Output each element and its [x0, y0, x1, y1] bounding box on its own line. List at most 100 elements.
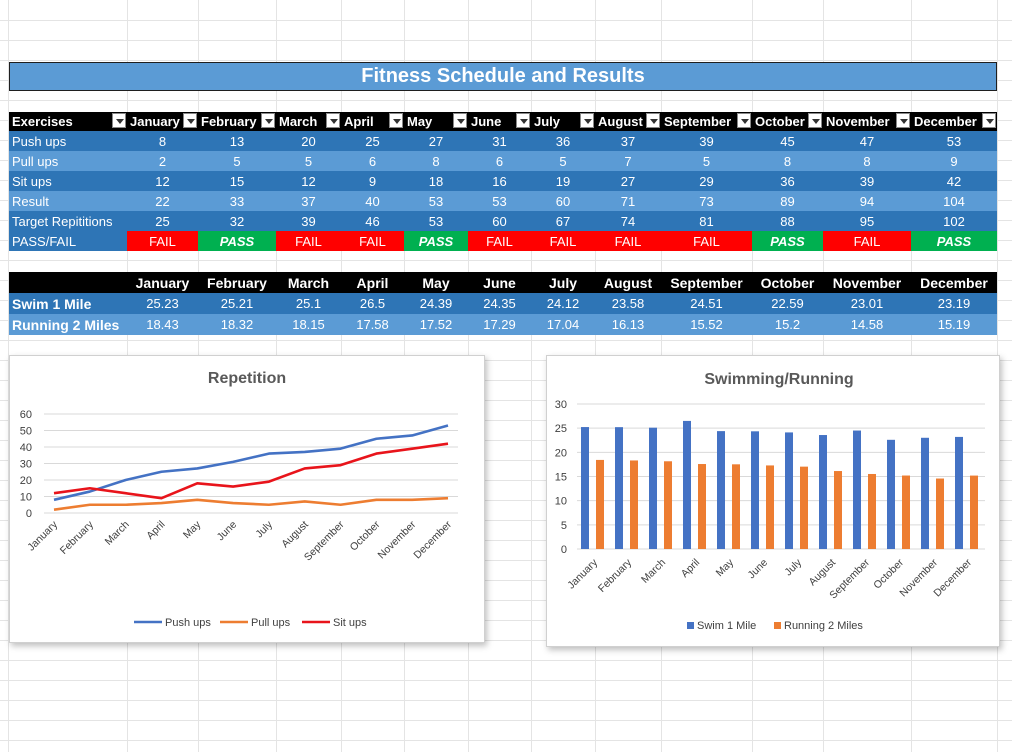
filter-dropdown-icon[interactable] [808, 113, 822, 128]
table-cell[interactable]: 24.39 [404, 293, 468, 314]
bar-running-2-miles[interactable] [936, 478, 944, 549]
bar-swim-1-mile[interactable] [581, 427, 589, 549]
bar-swim-1-mile[interactable] [853, 430, 861, 549]
bar-swim-1-mile[interactable] [819, 435, 827, 549]
table-cell[interactable]: 53 [404, 191, 468, 211]
status-cell[interactable]: FAIL [531, 231, 595, 251]
table-cell[interactable]: 15.52 [661, 314, 752, 335]
row-label[interactable]: Pull ups [9, 151, 127, 171]
table-cell[interactable]: 5 [531, 151, 595, 171]
table-cell[interactable]: 8 [823, 151, 911, 171]
table-cell[interactable]: 5 [661, 151, 752, 171]
swimming-running-chart[interactable]: Swimming/Running 0 5 10 15 20 25 30 January Febru… [546, 355, 1000, 647]
filter-dropdown-icon[interactable] [982, 113, 996, 128]
table-cell[interactable]: 18.32 [198, 314, 276, 335]
row-label[interactable]: Target Repititions [9, 211, 127, 231]
table-cell[interactable]: 12 [276, 171, 341, 191]
table-cell[interactable]: 104 [911, 191, 997, 211]
col-header-march[interactable]: March [276, 272, 341, 293]
table-cell[interactable]: 9 [341, 171, 404, 191]
table-cell[interactable]: 24.12 [531, 293, 595, 314]
table-cell[interactable]: 23.19 [911, 293, 997, 314]
table-cell[interactable]: 23.01 [823, 293, 911, 314]
table-cell[interactable]: 53 [911, 131, 997, 151]
col-header-september[interactable]: September [661, 112, 752, 131]
bar-running-2-miles[interactable] [868, 473, 876, 549]
table-cell[interactable]: 73 [661, 191, 752, 211]
table-cell[interactable]: 12 [127, 171, 198, 191]
col-header-april[interactable]: April [341, 272, 404, 293]
filter-dropdown-icon[interactable] [261, 113, 275, 128]
table-cell[interactable]: 27 [404, 131, 468, 151]
table-cell[interactable]: 14.58 [823, 314, 911, 335]
bar-running-2-miles[interactable] [766, 465, 774, 549]
status-cell[interactable]: PASS [752, 231, 823, 251]
row-label[interactable]: PASS/FAIL [9, 231, 127, 251]
table-cell[interactable]: 60 [468, 211, 531, 231]
status-cell[interactable]: PASS [404, 231, 468, 251]
table-cell[interactable]: 46 [341, 211, 404, 231]
table-cell[interactable]: 25.23 [127, 293, 198, 314]
empty-header-cell[interactable] [9, 272, 127, 293]
filter-dropdown-icon[interactable] [580, 113, 594, 128]
table-cell[interactable]: 18.15 [276, 314, 341, 335]
col-header-july[interactable]: July [531, 112, 595, 131]
table-cell[interactable]: 8 [752, 151, 823, 171]
bar-swim-1-mile[interactable] [717, 431, 725, 549]
table-cell[interactable]: 53 [468, 191, 531, 211]
col-header-may[interactable]: May [404, 272, 468, 293]
bar-swim-1-mile[interactable] [955, 436, 963, 549]
table-cell[interactable]: 25 [341, 131, 404, 151]
filter-dropdown-icon[interactable] [737, 113, 751, 128]
bar-swim-1-mile[interactable] [649, 427, 657, 549]
table-cell[interactable]: 39 [823, 171, 911, 191]
series-line-pull-ups[interactable] [53, 496, 449, 511]
bar-running-2-miles[interactable] [902, 475, 910, 549]
status-cell[interactable]: PASS [911, 231, 997, 251]
table-cell[interactable]: 22 [127, 191, 198, 211]
row-label[interactable]: Sit ups [9, 171, 127, 191]
table-cell[interactable]: 9 [911, 151, 997, 171]
col-header-june[interactable]: June [468, 272, 531, 293]
table-cell[interactable]: 18.43 [127, 314, 198, 335]
table-cell[interactable]: 74 [595, 211, 661, 231]
row-label[interactable]: Swim 1 Mile [9, 293, 127, 314]
col-header-february[interactable]: February [198, 272, 276, 293]
table-cell[interactable]: 36 [531, 131, 595, 151]
table-cell[interactable]: 33 [198, 191, 276, 211]
col-header-august[interactable]: August [595, 272, 661, 293]
filter-dropdown-icon[interactable] [896, 113, 910, 128]
col-header-december[interactable]: December [911, 112, 997, 131]
table-cell[interactable]: 27 [595, 171, 661, 191]
status-cell[interactable]: FAIL [468, 231, 531, 251]
bar-running-2-miles[interactable] [800, 466, 808, 549]
table-cell[interactable]: 20 [276, 131, 341, 151]
table-cell[interactable]: 60 [531, 191, 595, 211]
table-cell[interactable]: 102 [911, 211, 997, 231]
row-label[interactable]: Running 2 Miles [9, 314, 127, 335]
status-cell[interactable]: FAIL [823, 231, 911, 251]
filter-dropdown-icon[interactable] [389, 113, 403, 128]
table-cell[interactable]: 47 [823, 131, 911, 151]
sheet-title[interactable]: Fitness Schedule and Results [9, 62, 997, 91]
table-cell[interactable]: 17.58 [341, 314, 404, 335]
col-header-february[interactable]: February [198, 112, 276, 131]
col-header-june[interactable]: June [468, 112, 531, 131]
bar-swim-1-mile[interactable] [785, 432, 793, 549]
col-header-september[interactable]: September [661, 272, 752, 293]
table-cell[interactable]: 26.5 [341, 293, 404, 314]
status-cell[interactable]: PASS [198, 231, 276, 251]
status-cell[interactable]: FAIL [595, 231, 661, 251]
bar-swim-1-mile[interactable] [887, 439, 895, 549]
col-header-october[interactable]: October [752, 112, 823, 131]
table-cell[interactable]: 16.13 [595, 314, 661, 335]
table-cell[interactable]: 25 [127, 211, 198, 231]
row-label[interactable]: Result [9, 191, 127, 211]
table-cell[interactable]: 45 [752, 131, 823, 151]
filter-dropdown-icon[interactable] [112, 113, 126, 128]
table-cell[interactable]: 8 [127, 131, 198, 151]
bar-running-2-miles[interactable] [596, 459, 604, 549]
bar-running-2-miles[interactable] [664, 461, 672, 549]
table-cell[interactable]: 6 [468, 151, 531, 171]
filter-dropdown-icon[interactable] [183, 113, 197, 128]
